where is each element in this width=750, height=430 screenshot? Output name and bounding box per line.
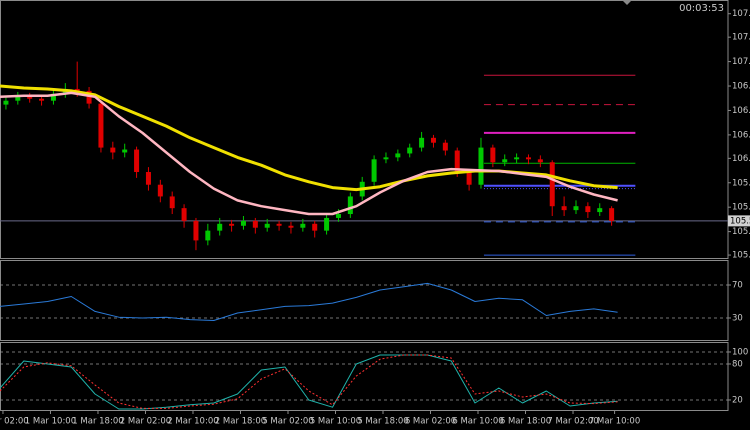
y-tick-label: 106.19 (732, 154, 750, 164)
series-line (0, 354, 618, 409)
pane-1 (0, 282, 728, 321)
candle-body (442, 142, 448, 151)
pane-0 (0, 61, 728, 256)
candle-body (490, 147, 496, 163)
candle-body (229, 223, 235, 226)
candle-body (157, 184, 163, 197)
y-tick-label: 107.67 (732, 9, 750, 19)
candle-body (74, 88, 80, 91)
candle-body (383, 157, 389, 160)
y-tick-label: 20 (732, 395, 743, 405)
candle-body (324, 217, 330, 231)
series-line (0, 91, 618, 216)
y-tick-label: 105.20 (732, 251, 750, 261)
x-tick-label: 5 Mar 18:00 (357, 417, 408, 427)
y-tick-label: 100 (732, 347, 748, 357)
x-tick-label: 2 Mar 18:00 (215, 417, 266, 427)
candle-body (561, 206, 567, 211)
candle-body (86, 90, 92, 104)
pane-frame (0, 0, 729, 259)
candle-body (145, 172, 151, 185)
x-tick-label: 5 Mar 02:00 (262, 417, 313, 427)
y-tick-label: 106.43 (732, 130, 750, 140)
pane-frame (0, 342, 729, 411)
pane-2 (0, 351, 728, 410)
candle-body (371, 159, 377, 182)
candle-body (537, 159, 543, 163)
pane-frame (0, 260, 729, 341)
candle-body (205, 230, 211, 241)
candle-body (430, 137, 436, 143)
candle-body (15, 96, 21, 101)
current-price-label: 105.55 (730, 216, 750, 226)
y-tick-label: 105.94 (732, 178, 750, 188)
series-line (0, 282, 618, 321)
y-tick-label: 30 (732, 313, 743, 323)
candle-body (525, 157, 531, 160)
candle-body (419, 137, 425, 148)
y-tick-label: 105.69 (732, 203, 750, 213)
candle-body (3, 100, 9, 105)
x-tick-label: 2 Mar 10:00 (167, 417, 218, 427)
bar-timer: 00:03:53 (679, 3, 724, 14)
candle-body (335, 214, 341, 218)
scroll-marker (622, 0, 632, 5)
x-tick-label: 6 Mar 02:00 (405, 417, 456, 427)
candle-body (252, 220, 258, 228)
candle-body (466, 172, 472, 185)
x-tick-label: 2 Mar 02:00 (120, 417, 171, 427)
candle-body (609, 208, 615, 221)
candle-body (478, 147, 484, 185)
x-tick-label: 6 Mar 18:00 (500, 417, 551, 427)
candle-body (169, 196, 175, 209)
x-tick-label: 7 Mar 10:00 (589, 417, 640, 427)
candle-body (39, 98, 45, 101)
candle-body (347, 196, 353, 215)
y-tick-label: 106.68 (732, 106, 750, 116)
candle-body (122, 149, 128, 153)
y-tick-label: 107.43 (732, 33, 750, 43)
x-tick-label: 1 Mar 02:00 (0, 417, 29, 427)
candle-body (193, 220, 199, 241)
candle-body (549, 162, 555, 207)
y-tick-label: 70 (732, 281, 743, 291)
candle-body (585, 206, 591, 213)
candle-body (240, 220, 246, 226)
x-tick-label: 7 Mar 02:00 (547, 417, 598, 427)
candle-body (264, 223, 270, 228)
candle-body (181, 208, 187, 221)
candle-body (573, 206, 579, 211)
series-line (0, 354, 618, 410)
candle-body (300, 223, 306, 228)
current-price-box (728, 215, 750, 227)
candle-body (502, 159, 508, 163)
candle-body (597, 208, 603, 213)
x-tick-label: 6 Mar 10:00 (452, 417, 503, 427)
candle-body (217, 223, 223, 231)
candle-body (514, 157, 520, 160)
candle-body (50, 93, 56, 101)
candle-body (276, 223, 282, 226)
candle-body (288, 225, 294, 228)
x-tick-label: 1 Mar 10:00 (25, 417, 76, 427)
x-tick-label: 5 Mar 10:00 (310, 417, 361, 427)
y-tick-label: 80 (732, 359, 743, 369)
y-tick-label: 105.44 (732, 227, 750, 237)
candle-body (454, 150, 460, 173)
candle-body (98, 103, 104, 148)
x-tick-label: 1 Mar 18:00 (72, 417, 123, 427)
y-tick-label: 107.18 (732, 57, 750, 67)
candle-body (312, 223, 318, 231)
candle-body (395, 153, 401, 158)
candle-body (407, 147, 413, 154)
y-tick-label: 106.93 (732, 82, 750, 92)
candle-body (110, 147, 116, 153)
candle-body (134, 149, 140, 173)
candle-body (27, 96, 33, 99)
